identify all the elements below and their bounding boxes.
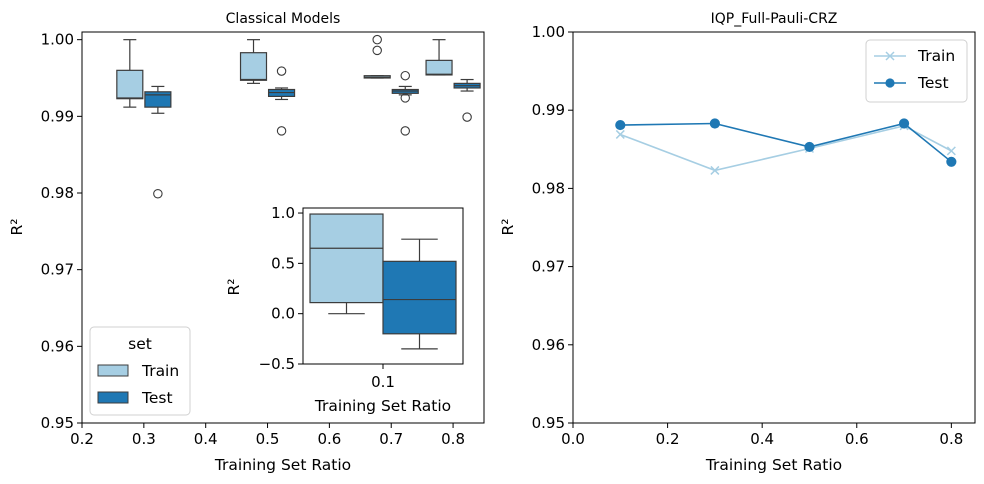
left-legend-train-label: Train [141, 362, 179, 380]
right-plot-area: 0.95 0.96 0.97 0.98 0.99 1.00 0.0 0.2 0.4 0.6 0.8 [532, 23, 976, 448]
inset-x-axis-label: Training Set Ratio [314, 397, 451, 415]
right-axes-frame [572, 31, 976, 424]
left-ytick-label: 0.98 [41, 184, 74, 202]
right-series-train-point [946, 146, 956, 156]
left-test-2-outlier [400, 70, 411, 81]
right-y-axis-label: R² [499, 219, 517, 236]
left-y-axis-label: R² [8, 219, 26, 236]
left-xtick-label: 0.2 [70, 430, 94, 448]
right-series-test-point [946, 156, 957, 167]
right-panel-title: IQP_Full-Pauli-CRZ [711, 11, 838, 27]
right-series-train-line [620, 124, 952, 172]
inset-ytick-label: 0.5 [271, 254, 295, 272]
inset-ytick-label: −0.5 [259, 355, 295, 373]
left-ytick-label: 0.96 [41, 337, 74, 355]
left-train-3-box [425, 59, 453, 76]
left-legend: set Train Test [89, 326, 191, 416]
left-test-3-outlier [462, 112, 472, 122]
left-legend-train-swatch [97, 364, 129, 377]
right-legend: Train Test [865, 39, 968, 103]
left-test-0-outlier [153, 189, 163, 199]
right-ytick-label: 0.98 [532, 179, 565, 197]
right-ytick-label: 0.99 [532, 101, 565, 119]
inset-ytick-label: 0.0 [271, 305, 295, 323]
left-ytick-label: 1.00 [41, 31, 74, 49]
right-legend-test-label: Test [917, 74, 949, 92]
right-legend-train-label: Train [917, 47, 955, 65]
left-test-1-outlier [276, 66, 287, 76]
left-xtick-label: 0.3 [132, 430, 156, 448]
left-legend-test-label: Test [141, 389, 173, 407]
right-ytick-label: 0.96 [532, 336, 565, 354]
left-ytick-label: 0.99 [41, 107, 74, 125]
left-legend-title: set [128, 335, 152, 353]
left-axes-frame [81, 31, 485, 424]
left-train-1-box [239, 52, 268, 81]
left-test-2-outlier [400, 126, 411, 136]
left-xtick-label: 0.7 [379, 430, 403, 448]
inset-test-box [382, 260, 457, 335]
right-xtick-label: 0.2 [656, 430, 680, 448]
right-series-test-point [898, 118, 910, 129]
right-xtick-label: 0.6 [845, 430, 869, 448]
right-series-train-point [710, 165, 720, 175]
left-ytick-label: 0.97 [41, 261, 74, 279]
right-ytick-label: 0.97 [532, 258, 565, 276]
left-ytick-label: 0.95 [41, 414, 74, 432]
right-x-axis-label: Training Set Ratio [705, 456, 842, 474]
left-train-2-outlier [372, 45, 382, 56]
left-legend-test-swatch [97, 391, 129, 404]
right-xtick-label: 0.8 [939, 430, 963, 448]
right-ytick-label: 1.00 [532, 23, 565, 41]
left-x-axis-label: Training Set Ratio [214, 456, 351, 474]
left-train-0-box [116, 69, 144, 100]
left-xtick-label: 0.6 [317, 430, 341, 448]
right-legend-test-marker [885, 78, 895, 88]
right-legend-train-marker [885, 51, 895, 61]
inset-ytick-label: 1.0 [271, 204, 295, 222]
right-series-test-point [709, 118, 720, 129]
left-test-0-box [144, 91, 172, 108]
inset-train-box [309, 213, 384, 304]
right-series-train-point [615, 129, 625, 139]
left-plot-area: 0.95 0.96 0.97 0.98 0.99 1.00 0.2 0.3 0.4 0.5 0.6 0… [41, 31, 485, 448]
right-ytick-label: 0.95 [532, 414, 565, 432]
inset-xtick-label: 0.1 [371, 373, 395, 391]
left-panel-title: Classical Models [226, 11, 341, 27]
left-xtick-label: 0.5 [256, 430, 280, 448]
left-xtick-label: 0.8 [441, 430, 465, 448]
right-series-test-point [615, 119, 626, 131]
left-test-1-outlier [276, 126, 287, 136]
inset-y-axis-label: R² [225, 279, 243, 296]
left-test-2-outlier [400, 93, 411, 103]
right-xtick-label: 0.4 [750, 430, 774, 448]
right-xtick-label: 0.0 [561, 430, 585, 448]
right-series-test-point [804, 141, 815, 153]
left-train-2-outlier [372, 34, 382, 45]
inset-plot-area: −0.5 0.0 0.5 1.0 0.1 [259, 204, 464, 391]
left-xtick-label: 0.4 [194, 430, 218, 448]
